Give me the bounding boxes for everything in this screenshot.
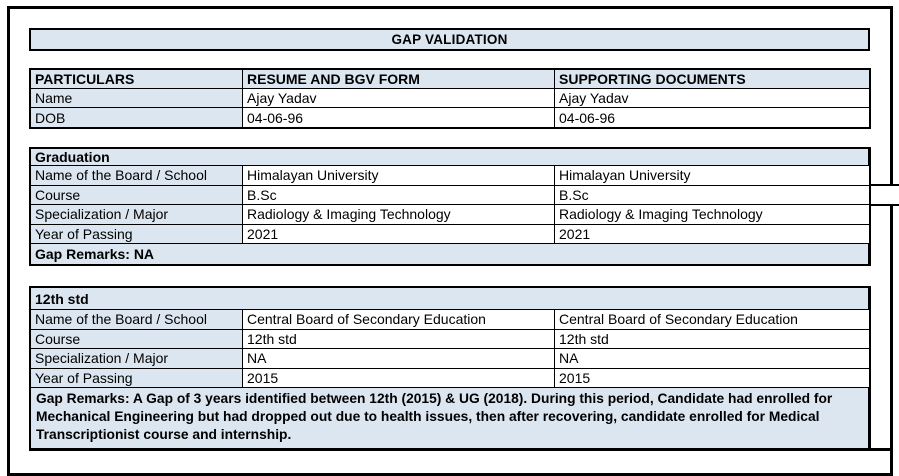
row-label-course: Course <box>31 185 243 205</box>
supporting-value-board-school: Himalayan University <box>555 166 869 186</box>
particulars-header-col3: SUPPORTING DOCUMENTS <box>555 70 869 89</box>
resume-value-dob: 04-06-96 <box>243 108 555 127</box>
row-label-name: Name <box>31 89 243 108</box>
resume-value-year-of-passing: 2015 <box>243 368 555 388</box>
gridline-spill <box>871 184 899 206</box>
resume-value-specialization: Radiology & Imaging Technology <box>243 205 555 225</box>
particulars-table: PARTICULARS RESUME AND BGV FORM SUPPORTI… <box>29 68 871 129</box>
row-label-year-of-passing: Year of Passing <box>31 224 243 244</box>
resume-value-specialization: NA <box>243 349 555 369</box>
resume-value-year-of-passing: 2021 <box>243 224 555 244</box>
row-label-board-school: Name of the Board / School <box>31 166 243 186</box>
resume-value-name: Ajay Yadav <box>243 89 555 108</box>
page-title: GAP VALIDATION <box>29 28 870 51</box>
supporting-value-course: 12th std <box>555 330 869 349</box>
supporting-value-name: Ajay Yadav <box>555 89 869 108</box>
section-heading-graduation: Graduation <box>31 149 869 166</box>
section-heading-12th-std: 12th std <box>31 288 869 310</box>
supporting-value-specialization: NA <box>555 349 869 369</box>
row-label-specialization: Specialization / Major <box>31 349 243 369</box>
gap-remarks-12th-std: Gap Remarks: A Gap of 3 years identified… <box>31 388 869 448</box>
row-label-year-of-passing: Year of Passing <box>31 368 243 388</box>
particulars-header-col2: RESUME AND BGV FORM <box>243 70 555 89</box>
resume-value-course: B.Sc <box>243 185 555 205</box>
supporting-value-dob: 04-06-96 <box>559 109 616 126</box>
next-table-top-border <box>29 448 893 451</box>
particulars-header-col1: PARTICULARS <box>31 70 243 89</box>
row-label-specialization: Specialization / Major <box>31 205 243 225</box>
supporting-value-course: B.Sc <box>555 186 869 205</box>
supporting-value-year-of-passing: 2021 <box>555 225 869 244</box>
section-table-12th-std: 12th std Name of the Board / School Cent… <box>29 286 871 450</box>
row-label-board-school: Name of the Board / School <box>31 310 243 330</box>
supporting-value-year-of-passing: 2015 <box>555 369 869 388</box>
row-label-dob: DOB <box>31 108 243 127</box>
row-label-course: Course <box>31 329 243 349</box>
resume-value-board-school: Himalayan University <box>243 166 555 186</box>
supporting-value-board-school: Central Board of Secondary Education <box>555 310 869 330</box>
supporting-value-specialization: Radiology & Imaging Technology <box>555 205 869 225</box>
section-table-graduation: Graduation Name of the Board / School Hi… <box>29 147 871 266</box>
resume-value-course: 12th std <box>243 329 555 349</box>
gap-remarks-graduation: Gap Remarks: NA <box>31 244 869 264</box>
resume-value-board-school: Central Board of Secondary Education <box>243 310 555 330</box>
